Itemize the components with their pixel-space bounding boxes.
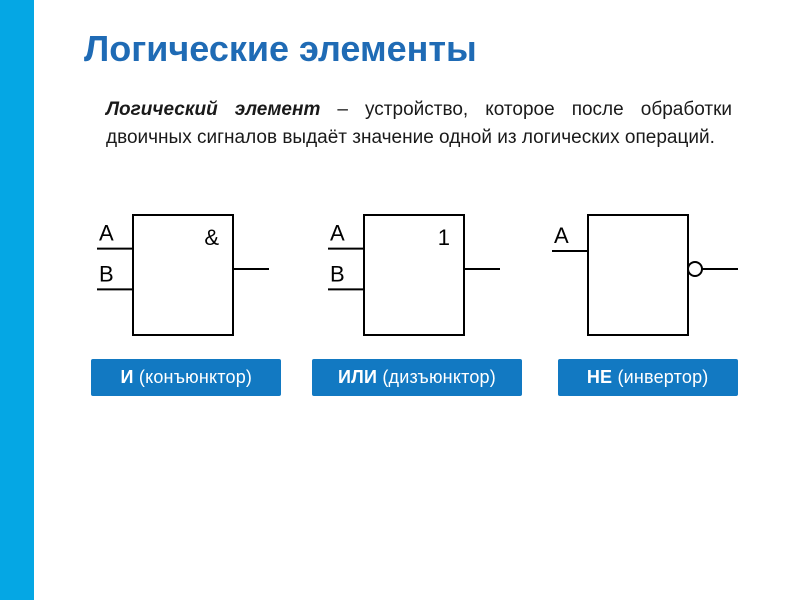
gate-not: А НЕ (инвертор) bbox=[541, 191, 754, 396]
gate-or-label: ИЛИ (дизъюнктор) bbox=[312, 359, 522, 396]
page-title: Логические элементы bbox=[72, 28, 762, 70]
gate-and-symbol: АВ & bbox=[97, 191, 275, 341]
svg-text:1: 1 bbox=[438, 225, 450, 250]
gates-row: АВ&И (конъюнктор)АВ1ИЛИ (дизъюнктор)АНЕ … bbox=[72, 191, 762, 396]
svg-text:&: & bbox=[205, 225, 220, 250]
svg-text:В: В bbox=[330, 261, 345, 286]
gate-and-label: И (конъюнктор) bbox=[91, 359, 281, 396]
gate-not-symbol: А bbox=[552, 191, 744, 341]
svg-text:А: А bbox=[554, 223, 569, 248]
gate-not-label: НЕ (инвертор) bbox=[558, 359, 738, 396]
definition-text: Логический элемент – устройство, которое… bbox=[72, 96, 762, 151]
sidebar-stripe bbox=[0, 0, 34, 600]
slide-content: Логические элементы Логический элемент –… bbox=[34, 0, 800, 600]
gate-and: АВ & И (конъюнктор) bbox=[80, 191, 293, 396]
definition-term: Логический элемент bbox=[106, 99, 320, 120]
svg-text:В: В bbox=[99, 261, 114, 286]
svg-text:А: А bbox=[99, 221, 114, 246]
gate-or-symbol: АВ 1 bbox=[328, 191, 506, 341]
svg-text:А: А bbox=[330, 221, 345, 246]
gate-or: АВ 1 ИЛИ (дизъюнктор) bbox=[311, 191, 524, 396]
